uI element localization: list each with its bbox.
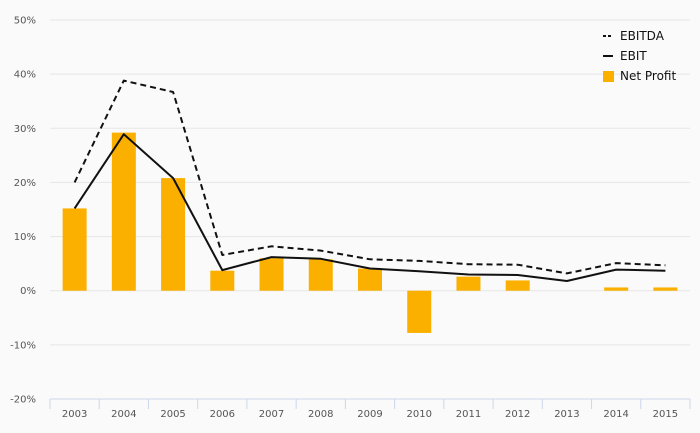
net-profit-bar — [505, 280, 530, 291]
legend-label: EBIT — [620, 49, 647, 63]
net-profit-bar — [653, 287, 678, 291]
y-tick-label: -20% — [10, 395, 36, 406]
x-tick-label: 2006 — [210, 409, 235, 420]
net-profit-bar — [358, 268, 382, 291]
net-profit-bars — [62, 132, 678, 333]
x-tick-label: 2009 — [357, 409, 382, 420]
legend-label: EBITDA — [620, 29, 665, 43]
x-tick-label: 2014 — [603, 409, 628, 420]
y-tick-label: 10% — [14, 232, 36, 243]
x-tick-label: 2007 — [259, 409, 284, 420]
net-profit-bar — [308, 259, 333, 291]
net-profit-bar — [259, 258, 284, 291]
x-tick-label: 2005 — [160, 409, 185, 420]
y-tick-label: 30% — [14, 124, 36, 135]
legend-item-ebitda: EBITDA — [603, 29, 665, 43]
y-tick-label: 0% — [20, 286, 36, 297]
net-profit-bar — [604, 287, 629, 291]
axes: -20% -10% 0% 10% 20% 30% 40% 50% 2003 2004 2005 200… — [10, 16, 691, 420]
ebitda-line — [73, 79, 666, 275]
net-profit-bar — [210, 270, 235, 291]
gridlines — [50, 19, 690, 346]
legend-item-net-profit: Net Profit — [603, 69, 676, 83]
x-tick-label: 2003 — [62, 409, 87, 420]
net-profit-bar — [111, 132, 136, 291]
ebit-line — [73, 133, 666, 282]
x-tick-label: 2015 — [653, 409, 678, 420]
net-profit-bar — [62, 208, 87, 291]
x-tick-label: 2013 — [554, 409, 579, 420]
y-tick-label: 50% — [14, 16, 36, 27]
net-profit-bar — [456, 276, 481, 291]
y-tick-label: 20% — [14, 178, 36, 189]
net-profit-bar — [407, 290, 432, 333]
x-tick-label: 2008 — [308, 409, 333, 420]
legend-symbol — [603, 71, 614, 82]
legend: EBITDA EBIT Net Profit — [603, 29, 676, 83]
net-profit-bar — [161, 178, 186, 291]
x-tick-label: 2012 — [505, 409, 530, 420]
line-series — [73, 79, 666, 282]
y-tick-label: 40% — [14, 70, 36, 81]
x-tick-label: 2004 — [111, 409, 136, 420]
legend-item-ebit: EBIT — [603, 49, 647, 63]
y-tick-label: -10% — [10, 340, 36, 351]
legend-label: Net Profit — [620, 69, 676, 83]
x-tick-label: 2010 — [407, 409, 432, 420]
x-tick-label: 2011 — [456, 409, 481, 420]
